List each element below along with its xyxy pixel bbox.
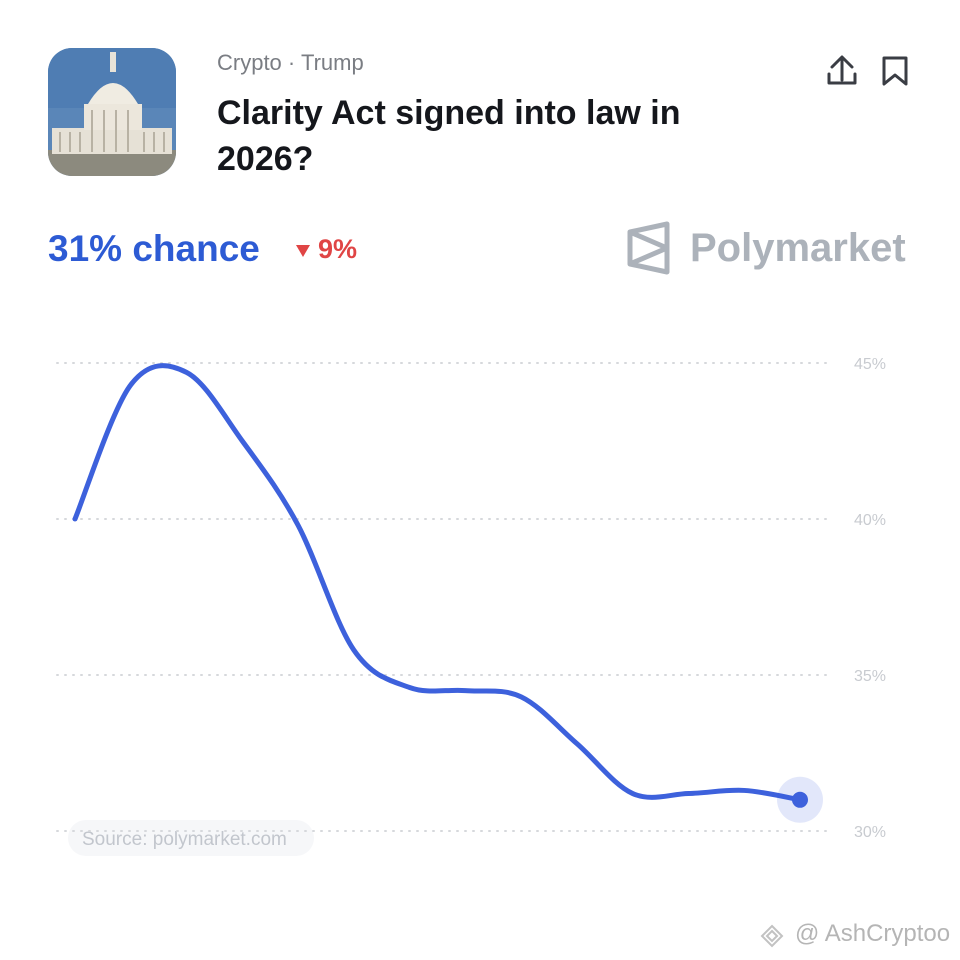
watermark: @ AshCryptoo <box>795 920 951 947</box>
y-tick-label: 40% <box>854 512 886 529</box>
bookmark-icon[interactable] <box>882 56 908 86</box>
source-label: Source: polymarket.com <box>82 829 287 850</box>
share-icon[interactable] <box>827 55 857 85</box>
brand-logo <box>627 221 670 275</box>
market-category: Crypto · Trump <box>217 50 364 75</box>
watermark-icon <box>760 924 784 948</box>
y-tick-label: 45% <box>854 356 886 373</box>
y-tick-label: 30% <box>854 824 886 841</box>
down-arrow <box>296 245 310 257</box>
chance: 31% chance <box>48 228 260 269</box>
market-image <box>48 48 176 176</box>
current-point <box>792 791 808 808</box>
source-pill <box>68 820 314 856</box>
y-tick-label: 35% <box>854 668 886 685</box>
market-title: Clarity Act signed into law in 2026? <box>217 94 681 178</box>
brand-name: Polymarket <box>690 226 906 270</box>
price-line <box>72 363 803 803</box>
chance-change: 9% <box>318 234 358 264</box>
